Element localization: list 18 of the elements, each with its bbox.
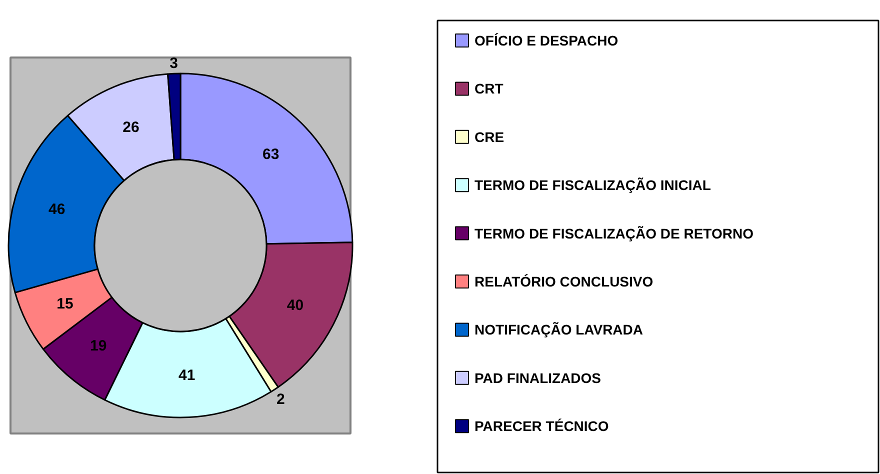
legend-label: TERMO DE FISCALIZAÇÃO DE RETORNO bbox=[474, 225, 754, 242]
data-label: 3 bbox=[170, 55, 178, 72]
data-label: 63 bbox=[262, 146, 280, 163]
data-label: 2 bbox=[276, 391, 285, 408]
legend-label: TERMO DE FISCALIZAÇÃO INICIAL bbox=[474, 177, 712, 194]
data-label: 15 bbox=[56, 296, 74, 312]
data-label: 26 bbox=[122, 118, 140, 136]
legend-label: PARECER TÉCNICO bbox=[474, 418, 609, 434]
data-label: 46 bbox=[48, 201, 66, 218]
data-label: 40 bbox=[286, 296, 304, 314]
legend-label: NOTIFICAÇÃO LAVRADA bbox=[474, 322, 644, 338]
data-label: 19 bbox=[90, 337, 107, 354]
legend-label: CRE bbox=[474, 128, 504, 145]
data-label: 41 bbox=[178, 366, 196, 384]
legend-label: RELATÓRIO CONCLUSIVO bbox=[474, 274, 654, 290]
legend-label: PAD FINALIZADOS bbox=[474, 370, 602, 386]
legend-label: OFÍCIO E DESPACHO bbox=[474, 32, 618, 48]
legend-label: CRT bbox=[474, 80, 504, 97]
